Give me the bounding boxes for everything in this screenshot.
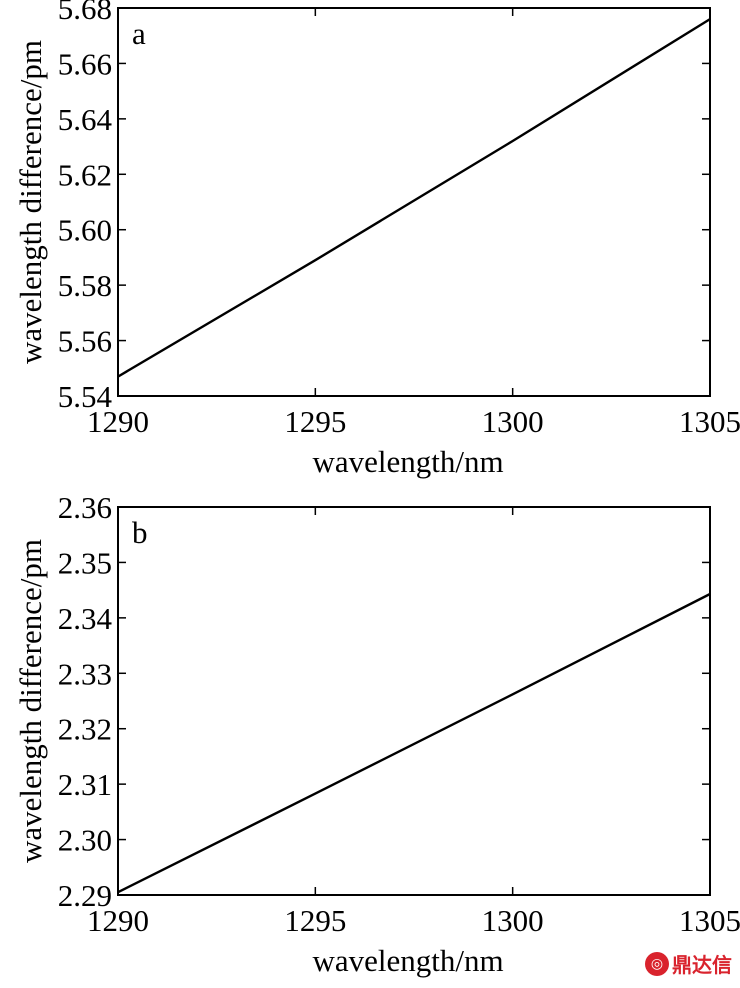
y-tick-label: 2.30	[58, 823, 112, 858]
x-tick-label: 1295	[284, 404, 346, 439]
watermark-text: 鼎达信	[672, 953, 732, 977]
y-tick-label: 2.33	[58, 656, 112, 691]
series-line	[117, 592, 711, 894]
dingdaxin-logo-icon: ◎	[645, 951, 669, 976]
y-tick-label: 5.54	[58, 379, 113, 414]
y-tick-label: 5.66	[58, 46, 112, 81]
x-tick-label: 1305	[679, 903, 740, 938]
y-tick-label: 2.31	[58, 767, 112, 802]
x-tick-label: 1305	[679, 404, 740, 439]
y-tick-label: 2.34	[58, 601, 113, 636]
y-tick-label: 5.64	[58, 102, 113, 137]
x-tick-label: 1300	[482, 903, 544, 938]
y-tick-label: 2.32	[58, 712, 112, 747]
plot-frame	[117, 7, 711, 397]
y-tick-label: 5.56	[58, 324, 112, 359]
y-tick-label: 2.29	[58, 878, 112, 913]
plot-frame	[117, 506, 711, 896]
x-tick-label: 1295	[284, 903, 346, 938]
panel-label: b	[132, 515, 148, 550]
series-line	[117, 18, 711, 378]
x-tick-label: 1290	[87, 404, 149, 439]
y-tick-label: 2.36	[58, 490, 112, 525]
y-tick-label: 5.68	[58, 0, 112, 26]
x-tick-label: 1300	[482, 404, 544, 439]
y-axis-title: wavelength difference/pm	[13, 539, 48, 863]
x-axis-title: wavelength/nm	[312, 943, 503, 978]
panel-a: 1290 1295 1300 1305 5.54 5.56 5.58 5.60 5.62 5.64…	[13, 0, 740, 479]
x-tick-label: 1290	[87, 903, 149, 938]
y-axis-title: wavelength difference/pm	[13, 40, 48, 364]
y-tick-label: 5.60	[58, 213, 112, 248]
watermark: ◎ 鼎达信	[645, 949, 732, 978]
y-tick-label: 5.62	[58, 157, 112, 192]
panel-b: 1290 1295 1300 1305 2.29 2.30 2.31 2.32 2.33 2.34…	[13, 490, 740, 978]
y-tick-label: 5.58	[58, 268, 112, 303]
x-axis-title: wavelength/nm	[312, 444, 503, 479]
panel-label: a	[132, 16, 146, 51]
y-tick-label: 2.35	[58, 545, 112, 580]
